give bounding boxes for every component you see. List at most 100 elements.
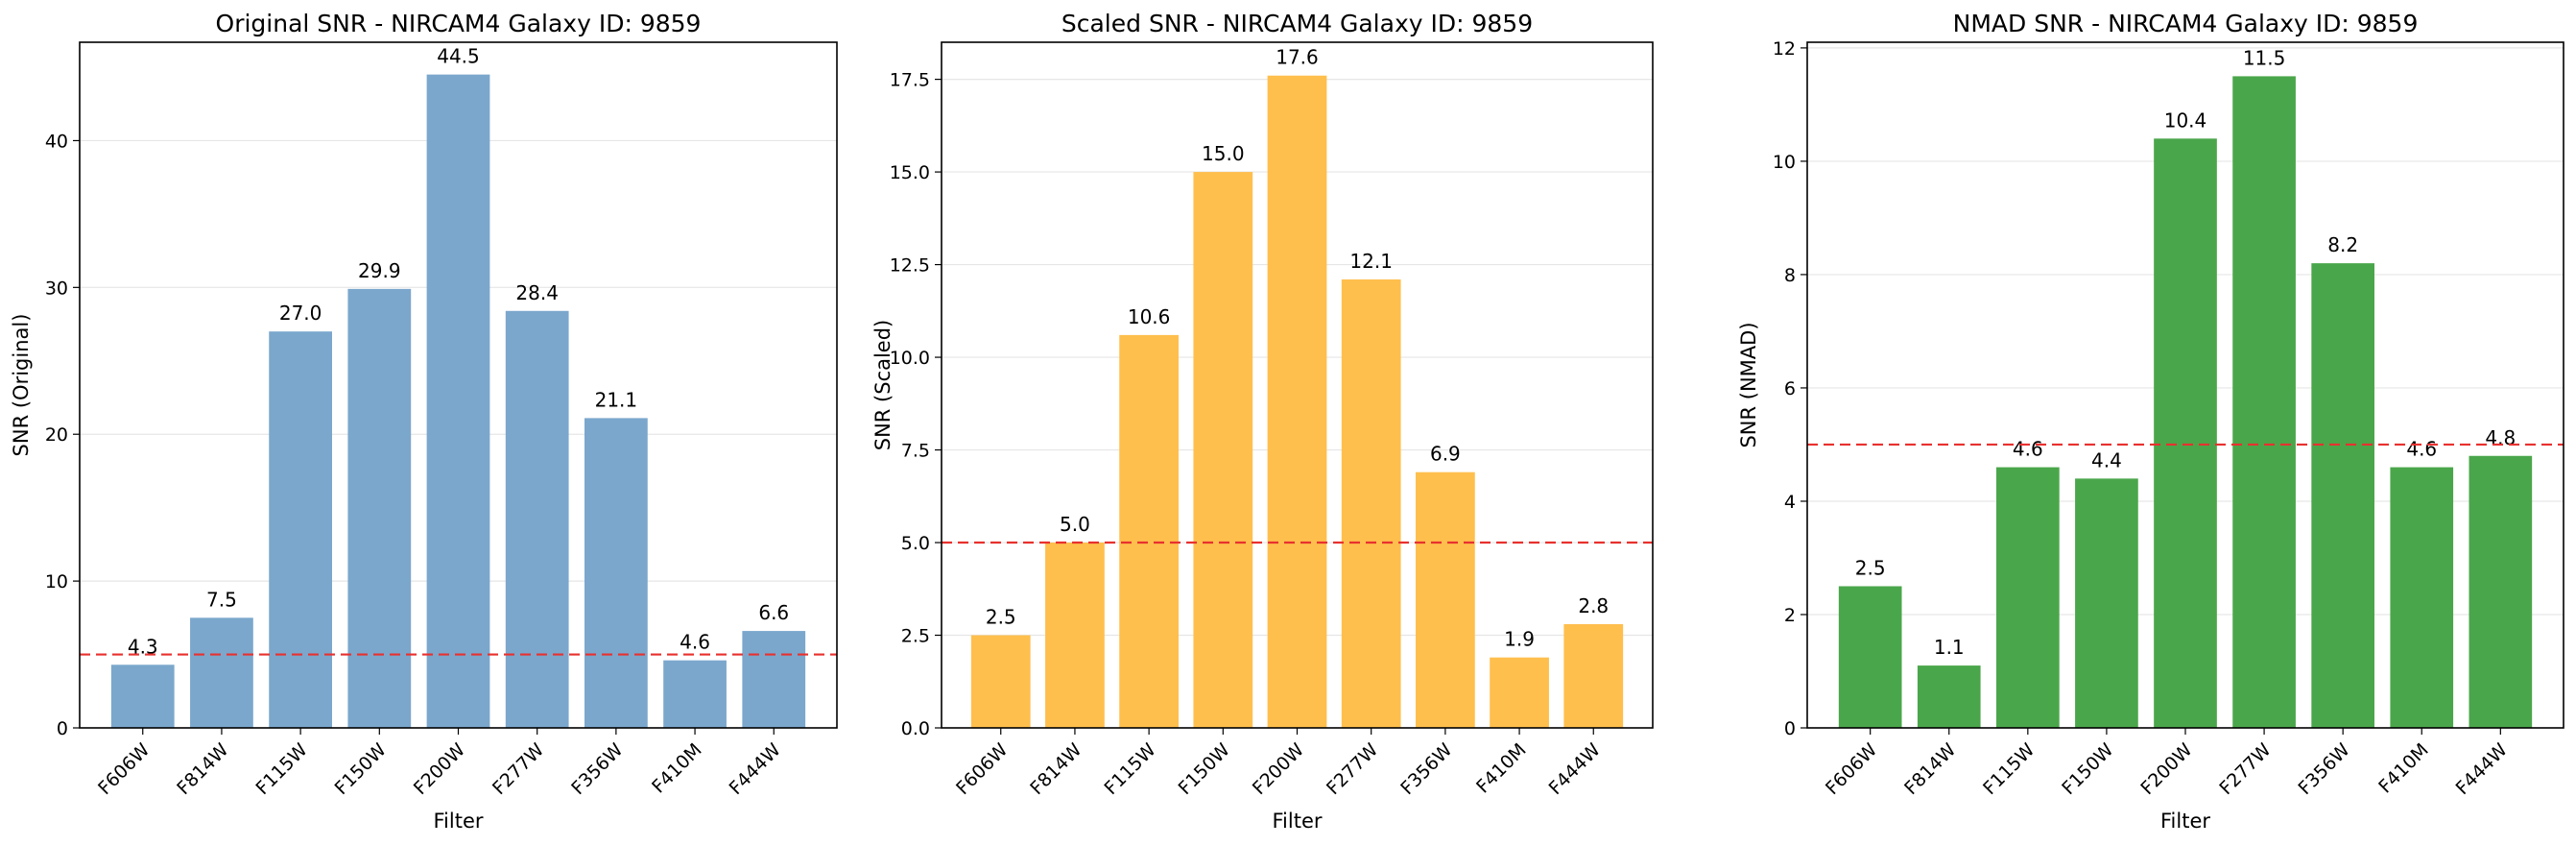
bar [1267, 75, 1327, 729]
x-tick-label: F115W [1100, 739, 1159, 799]
chart-title: Scaled SNR - NIRCAM4 Galaxy ID: 9859 [1061, 10, 1533, 37]
y-tick-label: 2.5 [901, 626, 930, 647]
bar [347, 288, 412, 728]
bar [505, 310, 569, 728]
bar-value-label: 6.6 [758, 601, 789, 624]
y-tick-label: 20 [45, 424, 68, 446]
x-tick-label: F200W [410, 739, 469, 799]
bar-value-label: 4.6 [2406, 438, 2437, 461]
bar [426, 74, 490, 728]
x-tick-label: F814W [1900, 739, 1960, 799]
x-tick-label: F277W [2215, 739, 2275, 799]
x-tick-label: F444W [1545, 739, 1605, 799]
y-tick-label: 6 [1784, 378, 1796, 399]
y-axis-label: SNR (NMAD) [1737, 322, 1760, 447]
bar [269, 331, 332, 728]
bar-value-label: 4.4 [2091, 448, 2122, 471]
x-tick-label: F200W [1249, 739, 1308, 799]
bar [190, 617, 253, 728]
chart-title: Original SNR - NIRCAM4 Galaxy ID: 9859 [216, 10, 702, 37]
x-tick-label: F356W [1396, 739, 1456, 799]
bar [2075, 478, 2138, 728]
x-tick-label: F410M [2374, 739, 2433, 798]
bar-value-label: 7.5 [206, 588, 237, 611]
x-tick-label: F277W [489, 739, 548, 799]
bar-value-label: 2.8 [1578, 594, 1609, 617]
x-axis-label: Filter [2160, 810, 2210, 833]
bar [1563, 623, 1624, 728]
chart-title: NMAD SNR - NIRCAM4 Galaxy ID: 9859 [1953, 10, 2419, 37]
bar-value-label: 29.9 [358, 259, 401, 282]
y-tick-label: 30 [45, 278, 68, 299]
bar-value-label: 27.0 [279, 302, 322, 325]
bar [2390, 467, 2454, 728]
y-axis-label: SNR (Scaled) [871, 320, 894, 451]
bar-value-label: 6.9 [1430, 443, 1461, 466]
y-tick-label: 12.5 [890, 255, 930, 277]
x-tick-label: F410M [648, 739, 706, 798]
bar [1996, 467, 2060, 728]
panel-original-snr: Original SNR - NIRCAM4 Galaxy ID: 9859 F… [10, 10, 838, 833]
bar [1838, 586, 1902, 728]
y-tick-label: 8 [1784, 265, 1796, 286]
bar [2311, 263, 2374, 728]
bar-value-label: 4.6 [680, 631, 710, 654]
y-tick-label: 4 [1784, 492, 1796, 513]
bar-value-label: 10.6 [1128, 305, 1171, 328]
bar [2469, 455, 2533, 728]
x-axis-label: Filter [1272, 810, 1322, 833]
x-tick-label: F606W [94, 739, 154, 799]
bar [110, 665, 175, 728]
bar [1416, 471, 1475, 728]
x-tick-label: F356W [2294, 739, 2353, 799]
x-tick-label: F410M [1472, 739, 1531, 798]
y-tick-label: 17.5 [890, 70, 930, 91]
y-tick-label: 0 [1784, 718, 1796, 739]
axes-frame [941, 41, 1654, 729]
bar [1490, 657, 1549, 728]
x-tick-label: F606W [952, 739, 1012, 799]
bar [2232, 76, 2296, 728]
x-tick-label: F356W [567, 739, 627, 799]
y-tick-label: 5.0 [901, 533, 930, 554]
bar-value-label: 44.5 [437, 45, 480, 68]
x-tick-label: F277W [1323, 739, 1382, 799]
y-axis-label: SNR (Original) [10, 314, 33, 457]
bar [584, 418, 648, 728]
bar-value-label: 5.0 [1060, 513, 1090, 536]
x-tick-label: F115W [251, 739, 311, 799]
bar-value-label: 8.2 [2327, 233, 2358, 256]
bar-value-label: 17.6 [1276, 46, 1319, 69]
bar-value-label: 2.5 [1855, 556, 1886, 579]
x-tick-label: F814W [1026, 739, 1085, 799]
x-axis-label: Filter [433, 810, 483, 833]
bar [1119, 334, 1179, 728]
y-tick-label: 15.0 [890, 162, 930, 183]
x-tick-label: F606W [1822, 739, 1881, 799]
bar-value-label: 15.0 [1202, 142, 1245, 165]
y-tick-label: 40 [45, 131, 68, 152]
bar [970, 635, 1031, 728]
x-tick-label: F814W [173, 739, 232, 799]
panel-scaled-snr: Scaled SNR - NIRCAM4 Galaxy ID: 9859 Fil… [871, 10, 1654, 833]
bar [1045, 543, 1105, 728]
bar [742, 631, 806, 728]
bar-value-label: 4.8 [2485, 426, 2516, 449]
axes-frame [1806, 41, 2564, 729]
x-tick-label: F444W [2452, 739, 2512, 799]
x-tick-label: F150W [331, 739, 391, 799]
y-tick-label: 0 [57, 718, 68, 739]
bar-value-label: 1.9 [1504, 628, 1535, 651]
x-tick-label: F200W [2136, 739, 2196, 799]
bar-value-label: 1.1 [1934, 636, 1965, 659]
x-tick-label: F444W [726, 739, 785, 799]
bar [1917, 665, 1981, 728]
y-tick-label: 12 [1773, 38, 1796, 60]
bar [2154, 138, 2217, 728]
bar-value-label: 2.5 [986, 606, 1016, 629]
axes-frame [79, 41, 838, 729]
bar [1341, 279, 1401, 728]
x-tick-label: F115W [1979, 739, 2039, 799]
y-tick-label: 2 [1784, 605, 1796, 626]
